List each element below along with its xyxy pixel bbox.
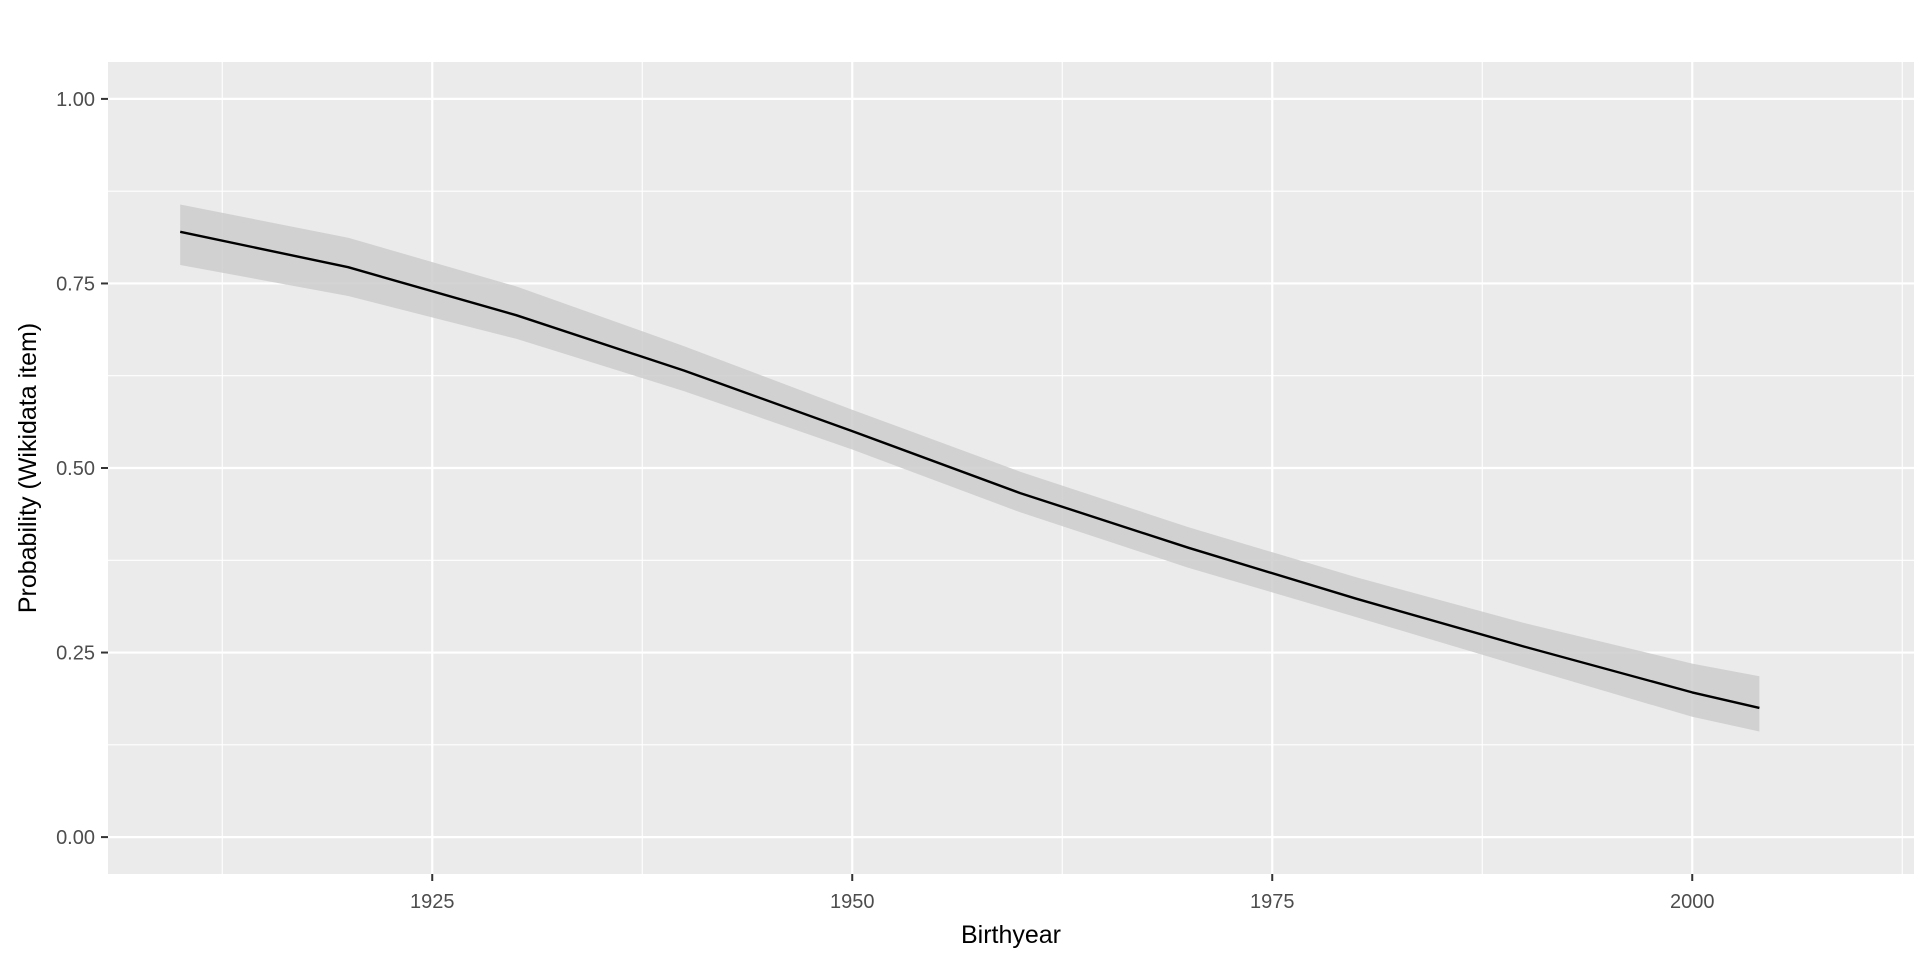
- x-axis-title: Birthyear: [961, 921, 1061, 949]
- series-line: [179, 230, 1760, 710]
- x-tick-label: 2000: [1670, 891, 1715, 913]
- y-tick-label: 0.75: [56, 273, 95, 295]
- x-axis-ticks: 1925 1950 1975 2000: [410, 874, 1715, 913]
- confidence-band: [180, 204, 1760, 732]
- y-axis-title: Probability (Wikidata item): [14, 323, 42, 613]
- y-tick-label: 1.00: [56, 89, 95, 111]
- y-tick-label: 0.50: [56, 458, 95, 480]
- y-tick-label: 0.25: [56, 643, 95, 665]
- major-grid: [108, 62, 1914, 874]
- x-tick-label: 1925: [410, 891, 455, 913]
- y-axis-ticks: 0.00 0.25 0.50 0.75 1.00: [56, 89, 108, 849]
- series-lines: [179, 230, 1760, 710]
- confidence-ribbons: [180, 204, 1760, 732]
- y-tick-label: 0.00: [56, 827, 95, 849]
- x-tick-label: 1950: [830, 891, 875, 913]
- x-tick-label: 1975: [1250, 891, 1295, 913]
